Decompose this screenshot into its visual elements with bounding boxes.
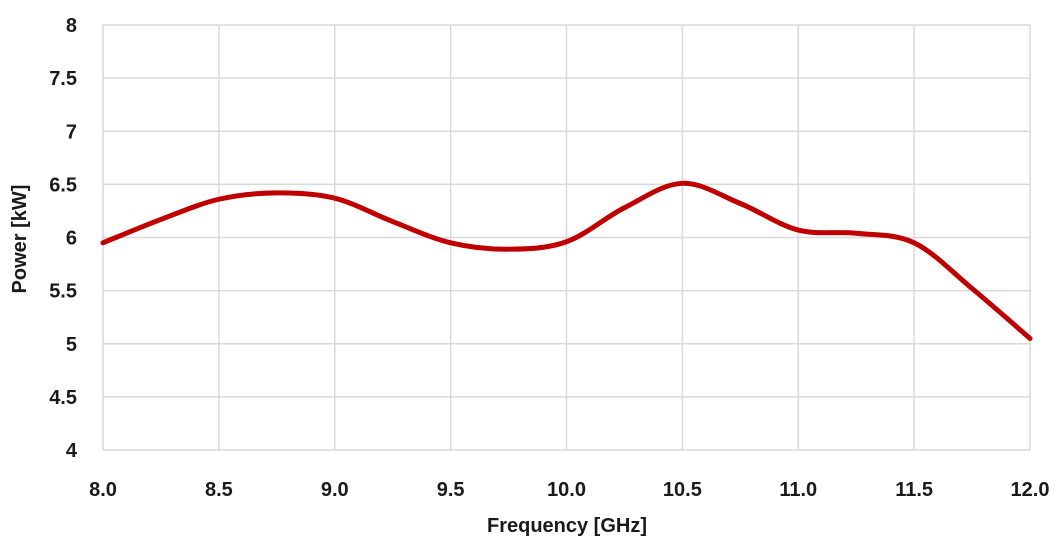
y-tick-label: 7 — [66, 121, 77, 143]
power-series-line — [100, 180, 1033, 341]
x-tick-label: 12.0 — [1011, 479, 1050, 501]
y-tick-label: 4.5 — [49, 387, 77, 409]
y-tick-label: 6.5 — [49, 174, 77, 196]
x-axis-title: Frequency [GHz] — [487, 515, 647, 537]
x-tick-label: 9.5 — [437, 479, 465, 501]
y-axis-ticks: 4 4.5 5 5.5 6 6.5 7 7.5 8 — [49, 15, 78, 462]
x-tick-label: 8.0 — [89, 479, 117, 501]
series-layer — [100, 180, 1033, 341]
y-axis-title: Power [kW] — [9, 185, 31, 294]
y-tick-label: 4 — [66, 440, 78, 462]
x-tick-label: 9.0 — [321, 479, 349, 501]
y-tick-label: 5.5 — [49, 281, 77, 303]
y-tick-label: 5 — [66, 334, 77, 356]
x-tick-label: 10.5 — [663, 479, 702, 501]
x-tick-label: 8.5 — [205, 479, 233, 501]
x-tick-label: 11.5 — [895, 479, 933, 501]
x-axis-ticks: 8.0 8.5 9.0 9.5 10.0 10.5 11.0 11.5 12.0 — [89, 479, 1049, 501]
x-tick-label: 11.0 — [779, 479, 817, 501]
y-tick-label: 8 — [66, 15, 77, 37]
x-tick-label: 10.0 — [547, 479, 586, 501]
grid — [102, 24, 1031, 451]
y-tick-label: 6 — [66, 228, 77, 250]
y-tick-label: 7.5 — [49, 68, 77, 90]
